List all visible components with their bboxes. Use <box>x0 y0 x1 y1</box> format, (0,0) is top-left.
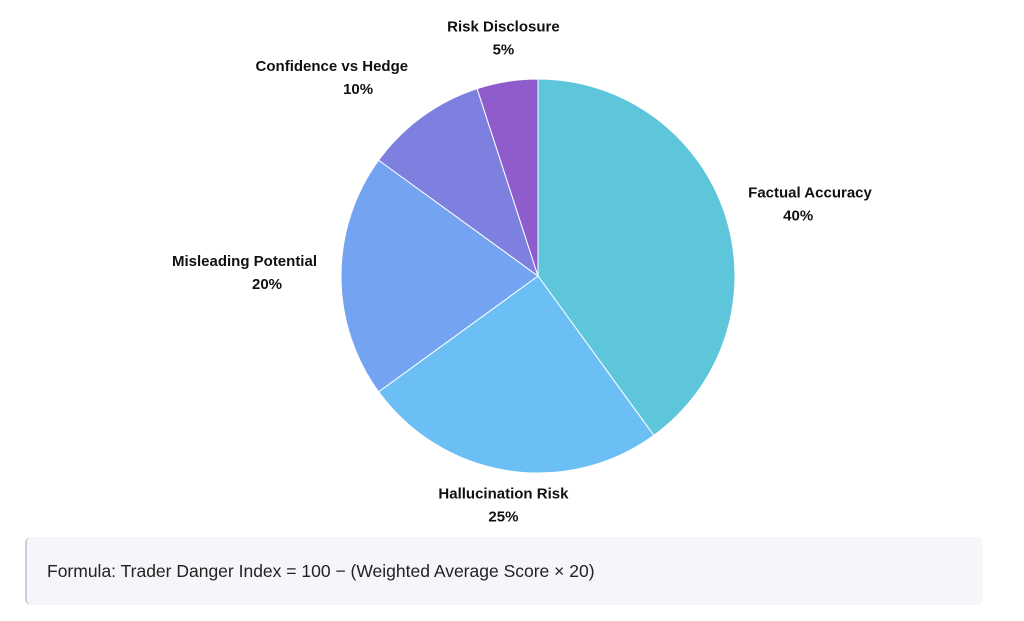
pie-slice-4[interactable] <box>476 78 539 277</box>
pie-slice-3[interactable] <box>377 88 539 278</box>
slice-label-3: Confidence vs Hedge <box>256 58 409 75</box>
formula-box: Formula: Trader Danger Index = 100 − (We… <box>25 537 983 605</box>
slice-label-0: Factual Accuracy <box>748 185 872 202</box>
slice-percent-2: 20% <box>252 276 282 293</box>
pie-svg: Factual Accuracy 40% Hallucination Risk 25%… <box>172 19 873 526</box>
slice-label-2: Misleading Potential <box>172 253 317 270</box>
pie-slice-1[interactable] <box>377 275 655 474</box>
formula-text: Formula: Trader Danger Index = 100 − (We… <box>47 560 595 581</box>
slice-percent-4: 5% <box>493 42 515 59</box>
slice-percent-0: 40% <box>783 208 813 225</box>
slice-label-1: Hallucination Risk <box>438 485 569 502</box>
pie-slice-2[interactable] <box>340 159 539 393</box>
slice-percent-1: 25% <box>488 508 518 525</box>
pie-chart: Factual Accuracy 40% Hallucination Risk 25%… <box>172 19 873 526</box>
slice-label-4: Risk Disclosure <box>447 19 560 36</box>
slice-percent-3: 10% <box>343 81 373 98</box>
pie-slice-0[interactable] <box>537 78 736 437</box>
